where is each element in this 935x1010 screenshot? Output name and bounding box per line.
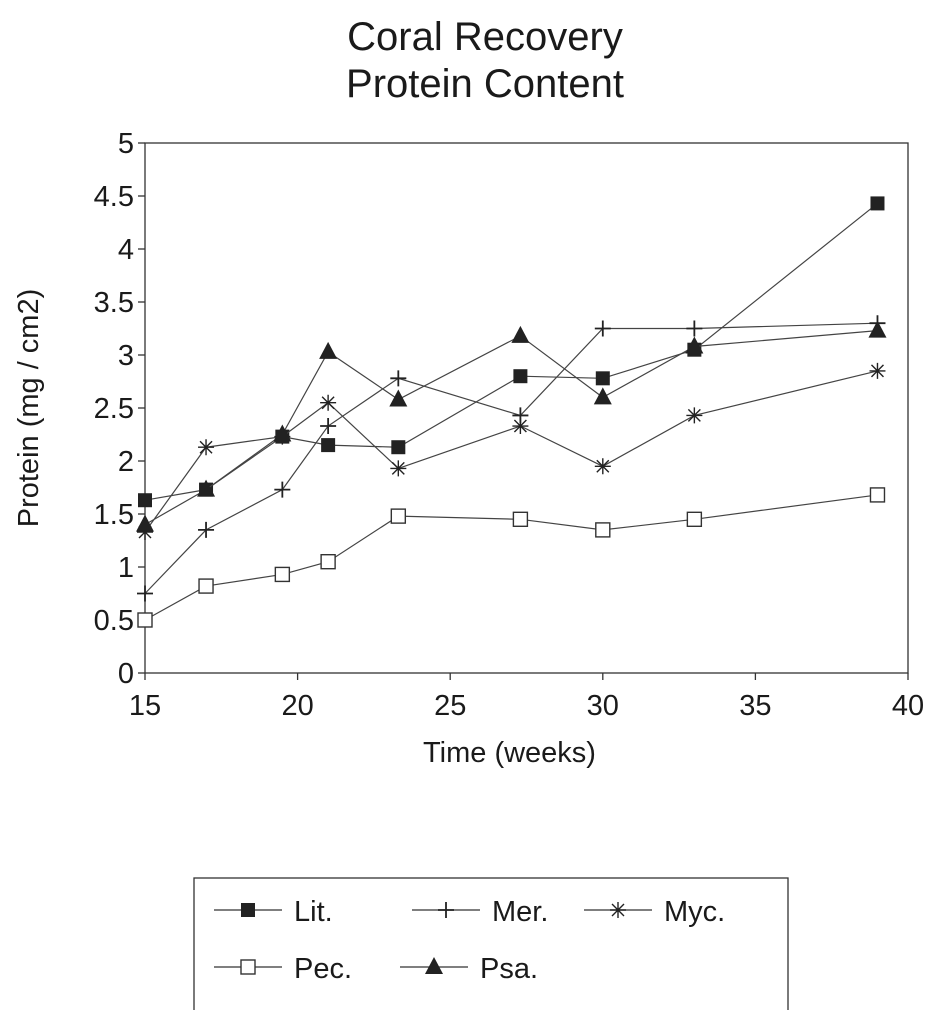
legend-label-psa: Psa. xyxy=(480,953,538,985)
legend: Lit. Mer. Myc. Pec. Psa. xyxy=(214,896,725,985)
data-point-pec xyxy=(512,511,529,527)
legend-marker-lit xyxy=(241,903,255,917)
data-point-pec xyxy=(320,554,336,570)
plot-area-frame xyxy=(144,142,909,674)
data-point-pec xyxy=(198,578,214,594)
data-point-psa xyxy=(136,514,154,532)
data-point-lit xyxy=(321,438,336,453)
data-point-lit xyxy=(391,440,406,455)
data-point-lit xyxy=(513,369,528,384)
legend-label-mer: Mer. xyxy=(492,896,548,928)
y-tick-label: 3.5 xyxy=(94,287,134,319)
legend-marker-mer xyxy=(438,902,454,918)
chart-title-line-1: Coral Recovery xyxy=(347,15,623,59)
series-pec xyxy=(137,487,886,628)
data-point-lit xyxy=(870,196,885,211)
y-tick-label: 0.5 xyxy=(94,605,134,637)
legend-item-psa: Psa. xyxy=(400,953,538,985)
y-axis: 0 0.5 1 1.5 2 2.5 3 3.5 4 4.5 5 xyxy=(94,128,145,690)
data-point-myc xyxy=(198,439,215,456)
data-point-myc xyxy=(594,458,611,475)
data-point-mer xyxy=(390,370,407,387)
legend-marker-pec xyxy=(240,959,256,975)
y-tick-label: 0 xyxy=(118,658,134,690)
data-point-psa xyxy=(197,479,216,497)
series-line-psa xyxy=(144,330,878,526)
y-tick-label: 2.5 xyxy=(94,393,134,425)
data-point-mer xyxy=(274,481,291,498)
data-point-myc xyxy=(137,524,153,541)
data-point-pec xyxy=(869,487,886,503)
data-point-psa xyxy=(319,341,338,359)
series-line-lit xyxy=(144,202,878,501)
data-point-psa xyxy=(593,387,612,405)
series-line-mer xyxy=(144,322,878,594)
data-point-psa xyxy=(685,336,704,354)
data-point-lit xyxy=(138,493,152,508)
data-point-pec xyxy=(686,511,703,527)
series-psa xyxy=(136,320,887,532)
legend-label-myc: Myc. xyxy=(664,896,725,928)
series-line-pec xyxy=(144,494,878,621)
legend-item-mer: Mer. xyxy=(412,896,548,928)
chart-title-line-2: Protein Content xyxy=(346,62,624,106)
x-tick-label: 20 xyxy=(281,690,313,722)
data-point-mer xyxy=(686,320,703,337)
data-point-pec xyxy=(274,566,291,583)
legend-item-lit: Lit. xyxy=(214,896,333,928)
data-point-psa xyxy=(868,320,887,338)
series-layer xyxy=(136,196,887,628)
legend-box xyxy=(193,877,789,1010)
x-axis-label: Time (weeks) xyxy=(423,737,596,769)
x-tick-label: 25 xyxy=(434,690,466,722)
series-lit xyxy=(138,196,885,508)
data-point-lit xyxy=(595,371,610,386)
data-point-myc xyxy=(686,407,703,424)
data-point-myc xyxy=(512,418,529,435)
data-point-psa xyxy=(389,389,408,407)
data-point-mer xyxy=(137,585,153,602)
data-point-psa xyxy=(511,325,530,343)
data-point-myc xyxy=(390,460,407,477)
legend-label-pec: Pec. xyxy=(294,953,352,985)
x-tick-label: 40 xyxy=(892,690,924,722)
legend-marker-myc xyxy=(610,902,626,918)
x-tick-label: 30 xyxy=(587,690,619,722)
data-point-mer xyxy=(320,418,337,435)
y-tick-label: 4 xyxy=(118,234,134,266)
legend-marker-psa xyxy=(425,957,443,974)
legend-item-pec: Pec. xyxy=(214,953,352,985)
x-tick-label: 15 xyxy=(129,690,161,722)
y-tick-label: 4.5 xyxy=(94,181,134,213)
data-point-myc xyxy=(869,362,886,379)
y-tick-label: 3 xyxy=(118,340,134,372)
legend-label-lit: Lit. xyxy=(294,896,333,928)
data-point-psa xyxy=(273,424,292,442)
series-line-myc xyxy=(144,370,878,533)
data-point-pec xyxy=(390,508,407,524)
legend-item-myc: Myc. xyxy=(584,896,725,928)
y-tick-label: 1.5 xyxy=(94,499,134,531)
data-point-myc xyxy=(320,394,337,411)
y-axis-label: Protein (mg / cm2) xyxy=(13,289,45,528)
y-tick-label: 1 xyxy=(118,552,134,584)
y-tick-label: 2 xyxy=(118,446,134,478)
data-point-mer xyxy=(594,320,611,337)
data-point-mer xyxy=(198,521,215,538)
series-myc xyxy=(137,362,886,541)
data-point-pec xyxy=(595,522,611,538)
x-axis: 15 20 25 30 35 40 xyxy=(129,673,924,722)
x-tick-label: 35 xyxy=(739,690,771,722)
data-point-pec xyxy=(137,612,153,628)
y-tick-label: 5 xyxy=(118,128,134,160)
